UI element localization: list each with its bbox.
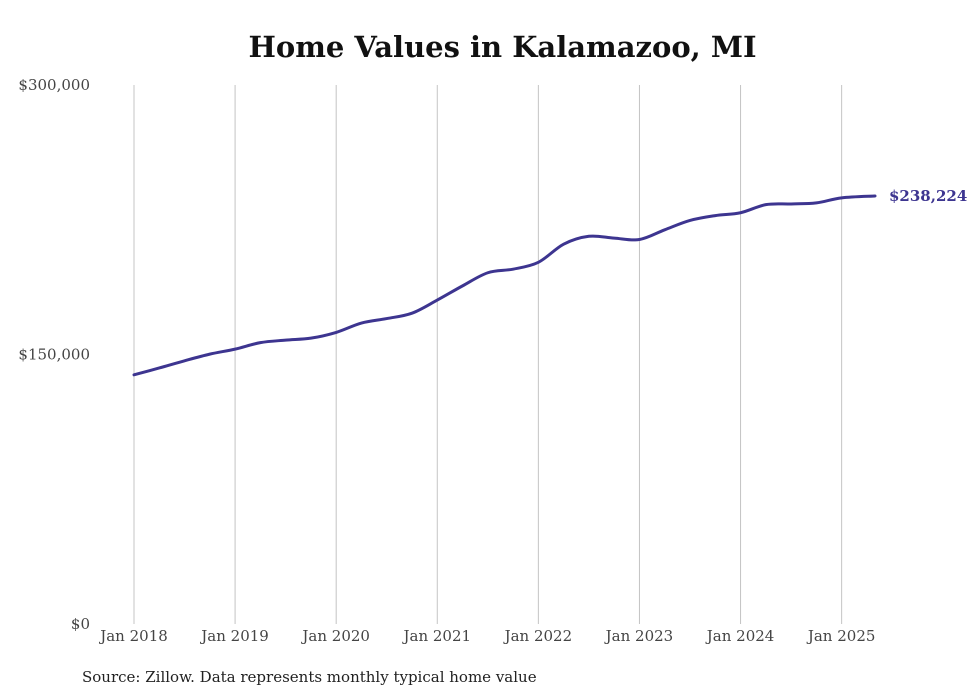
x-axis-ticks: Jan 2018 Jan 2019 Jan 2020 Jan 2021 Jan 2022…	[98, 627, 875, 645]
series-line	[132, 194, 877, 377]
x-tick-label: Jan 2025	[806, 627, 876, 645]
chart-title: Home Values in Kalamazoo, MI	[248, 30, 757, 64]
y-tick-label: $150,000	[18, 346, 90, 364]
x-tick-label: Jan 2020	[300, 627, 370, 645]
gridlines	[133, 85, 843, 624]
x-tick-label: Jan 2018	[98, 627, 168, 645]
y-axis-ticks: $0 $150,000 $300,000	[18, 76, 90, 633]
series: $238,224	[132, 187, 967, 377]
x-tick-label: Jan 2021	[401, 627, 471, 645]
x-tick-label: Jan 2019	[199, 627, 269, 645]
end-value-label: $238,224	[889, 187, 967, 205]
x-tick-label: Jan 2024	[705, 627, 775, 645]
x-tick-label: Jan 2022	[503, 627, 573, 645]
y-tick-label: $0	[71, 615, 90, 633]
x-tick-label: Jan 2023	[604, 627, 674, 645]
source-note: Source: Zillow. Data represents monthly …	[82, 668, 537, 686]
y-tick-label: $300,000	[18, 76, 90, 94]
